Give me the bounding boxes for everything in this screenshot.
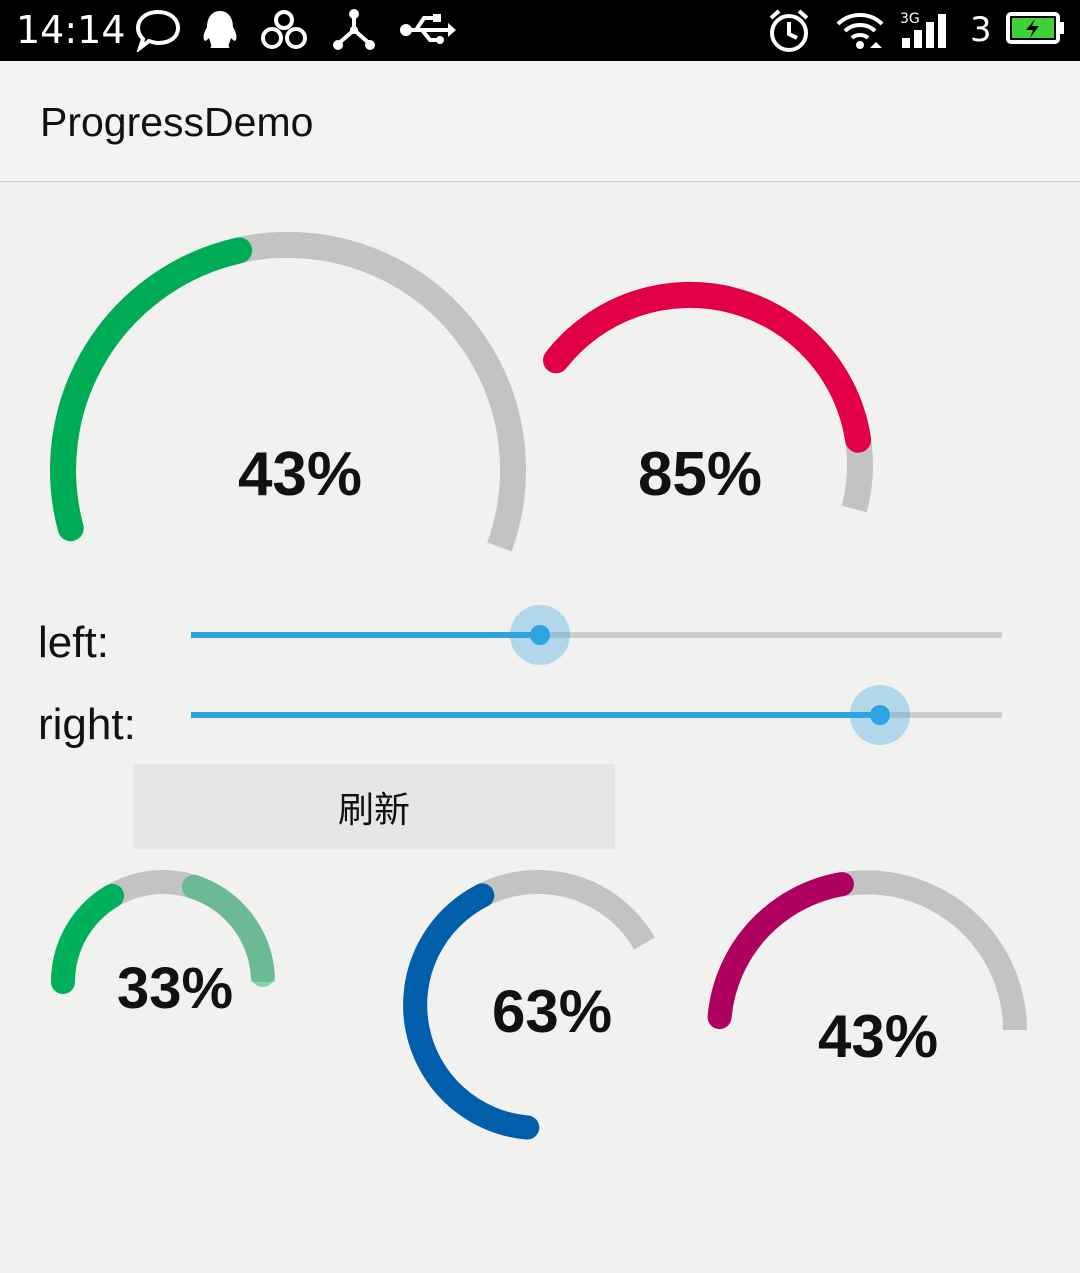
right-slider-fill [191, 712, 881, 718]
status-bar: 14:14 3G [0, 0, 1080, 61]
left-slider-track [191, 632, 1002, 638]
gauge-small-green-percent: 33% [117, 956, 233, 1021]
gauge-right: 85% [543, 281, 874, 513]
qq-penguin-icon [203, 11, 237, 48]
gauge-magenta-percent: 43% [818, 1003, 938, 1070]
right-slider-thumb[interactable] [870, 705, 891, 725]
status-time: 14:14 [16, 8, 126, 52]
right-slider[interactable] [191, 685, 1002, 745]
svg-text:3G: 3G [900, 11, 920, 27]
gauge-left: 43% [50, 231, 526, 552]
gauge-left-percent: 43% [238, 440, 362, 509]
share-node-icon [333, 9, 375, 50]
gauge-small-green-overlay [181, 874, 275, 987]
network-indicator: 3 [970, 10, 992, 50]
left-slider[interactable] [191, 605, 1002, 665]
wifi-icon [836, 13, 884, 49]
alarm-clock-icon [769, 9, 809, 52]
left-slider-fill [191, 632, 540, 638]
weibo-link-icon [261, 10, 307, 49]
usb-icon [400, 14, 456, 44]
refresh-button[interactable]: 刷新 [133, 764, 615, 849]
left-slider-thumb[interactable] [529, 625, 550, 645]
gauge-blue: 63% [402, 869, 655, 1140]
chat-bubble-icon [135, 9, 181, 52]
app-title: ProgressDemo [40, 99, 314, 145]
gauge-right-percent: 85% [638, 440, 762, 509]
signal-3g-icon: 3G [900, 11, 946, 48]
battery-charging-icon [1006, 12, 1064, 44]
gauge-magenta: 43% [707, 870, 1027, 1070]
gauge-blue-percent: 63% [492, 978, 612, 1045]
right-label: right: [38, 700, 136, 749]
left-label: left: [38, 618, 109, 667]
gauge-small-green: 33% [51, 870, 275, 1021]
app-bar: ProgressDemo [0, 61, 1080, 182]
